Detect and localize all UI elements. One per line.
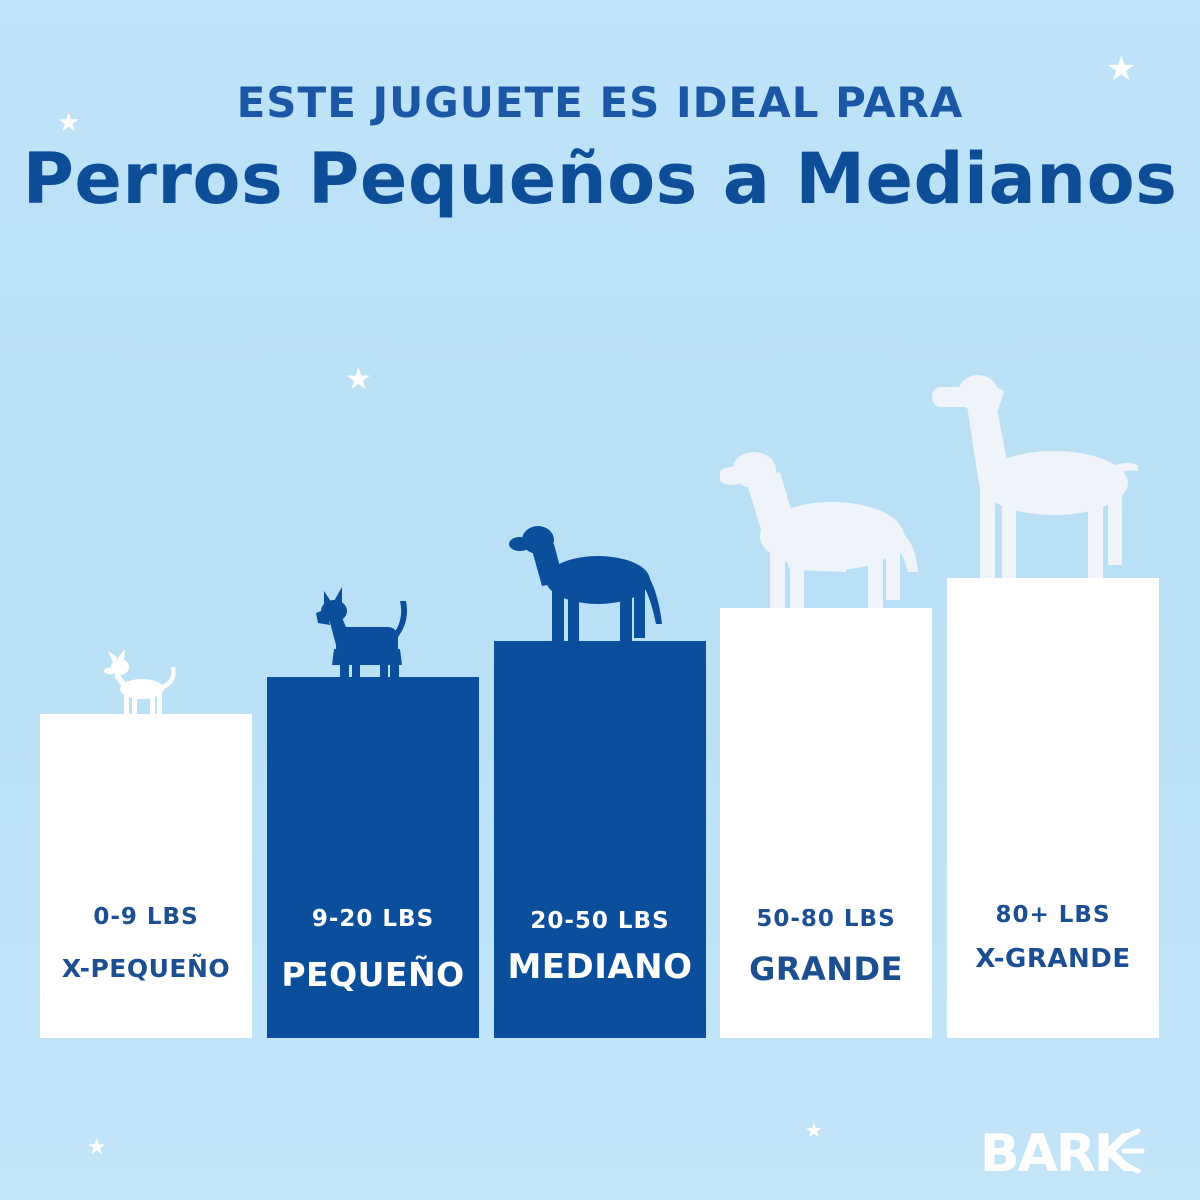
star-icon: ★ — [345, 362, 372, 397]
weight-range: 9-20 LBS — [311, 906, 435, 932]
headline: ESTE JUGUETE ES IDEAL PARA — [236, 78, 964, 127]
star-icon: ★ — [57, 108, 81, 138]
weight-range: 0-9 LBS — [93, 904, 199, 930]
size-label: X-GRANDE — [975, 944, 1131, 974]
scottish-terrier-icon — [316, 587, 407, 679]
weight-range: 50-80 LBS — [756, 906, 896, 932]
star-icon: ★ — [805, 1118, 823, 1142]
size-bar-mediano: 20-50 LBS MEDIANO — [494, 641, 706, 1038]
size-bar-x-pequeno: 0-9 LBS X-PEQUEÑO — [40, 714, 252, 1038]
star-icon: ★ — [1106, 49, 1137, 89]
size-label: MEDIANO — [507, 947, 693, 987]
star-icon: ★ — [87, 1135, 107, 1160]
chihuahua-icon — [104, 649, 176, 715]
bark-logo: BARK — [980, 1124, 1145, 1183]
weight-range: 20-50 LBS — [530, 908, 670, 934]
labrador-icon — [509, 526, 662, 642]
size-label: GRANDE — [749, 950, 903, 988]
weight-range: 80+ LBS — [995, 902, 1111, 928]
size-bar-grande: 50-80 LBS GRANDE — [720, 608, 932, 1038]
size-bar-pequeno: 9-20 LBS PEQUEÑO — [267, 677, 479, 1038]
size-bar-x-grande: 80+ LBS X-GRANDE — [947, 578, 1159, 1038]
size-label: X-PEQUEÑO — [61, 954, 231, 983]
page-title: Perros Pequeños a Medianos — [22, 138, 1178, 220]
great-dane-icon — [932, 375, 1138, 579]
retriever-icon — [720, 452, 918, 608]
size-label: PEQUEÑO — [281, 955, 465, 994]
bark-logo-text: BARK — [980, 1124, 1136, 1183]
